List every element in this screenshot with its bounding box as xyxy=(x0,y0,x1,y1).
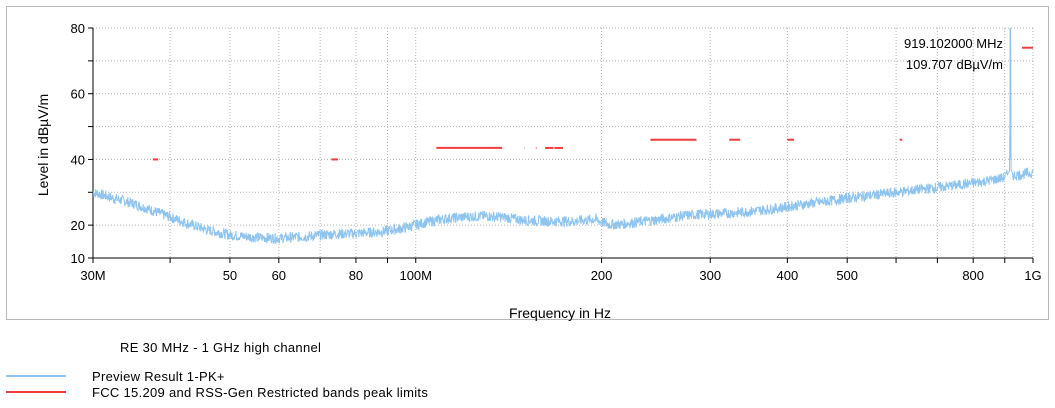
marker-frequency-label: 919.102000 MHz xyxy=(904,36,1003,51)
x-tick-label: 100M xyxy=(399,268,432,283)
x-tick-label: 200 xyxy=(591,268,613,283)
x-tick-label: 500 xyxy=(836,268,858,283)
y-axis-label: Level in dBµV/m xyxy=(35,94,51,196)
x-axis-label: Frequency in Hz xyxy=(509,305,611,321)
legend-label-limit: FCC 15.209 and RSS-Gen Restricted bands … xyxy=(92,384,429,400)
x-tick-label: 60 xyxy=(272,268,286,283)
y-tick-label: 80 xyxy=(71,21,85,36)
x-tick-label: 1G xyxy=(1024,268,1041,283)
x-tick-label: 80 xyxy=(349,268,363,283)
y-tick-label: 60 xyxy=(71,87,85,102)
x-tick-label: 30M xyxy=(80,268,105,283)
legend-item-limit: FCC 15.209 and RSS-Gen Restricted bands … xyxy=(6,384,428,400)
axis-layer xyxy=(88,27,1034,263)
grid-layer xyxy=(92,27,1034,259)
legend-label-preview: Preview Result 1-PK+ xyxy=(92,368,225,384)
legend-title: RE 30 MHz - 1 GHz high channel xyxy=(120,340,322,355)
y-tick-label: 40 xyxy=(71,152,85,167)
x-tick-label: 300 xyxy=(699,268,721,283)
x-tick-label: 400 xyxy=(777,268,799,283)
x-tick-label: 800 xyxy=(962,268,984,283)
legend-swatch-preview xyxy=(6,375,66,377)
preview-result-trace xyxy=(92,27,1034,244)
marker-level-label: 109.707 dBµV/m xyxy=(906,57,1003,72)
legend-swatch-limit xyxy=(6,391,66,393)
legend-item-preview: Preview Result 1-PK+ xyxy=(6,368,225,384)
y-tick-label: 10 xyxy=(71,251,85,266)
series-layer xyxy=(92,27,1034,244)
chart-frame xyxy=(6,6,1049,320)
x-tick-label: 50 xyxy=(223,268,237,283)
emission-chart: 10 20 40 60 80 30M 50 60 80 100M 200 300 400 500 800 1G… xyxy=(35,21,1042,321)
y-tick-label: 20 xyxy=(71,218,85,233)
label-layer: 10 20 40 60 80 30M 50 60 80 100M 200 300 400 500 800 1G xyxy=(71,21,1042,283)
